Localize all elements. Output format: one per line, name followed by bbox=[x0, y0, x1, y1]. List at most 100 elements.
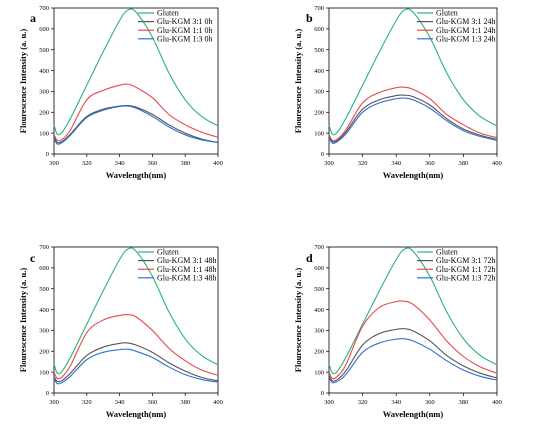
x-tick-label: 300 bbox=[324, 399, 334, 406]
legend-label: Gluten bbox=[157, 248, 179, 257]
y-tick-label: 0 bbox=[46, 151, 49, 158]
panel-letter: d bbox=[306, 251, 313, 265]
x-tick-label: 320 bbox=[82, 160, 92, 167]
y-tick-label: 400 bbox=[314, 307, 324, 314]
y-tick-label: 700 bbox=[314, 5, 324, 12]
chart-panel-d: d 0 100 200 300 400 500 600 700 300 320 340 360 380 40… bbox=[293, 244, 502, 419]
x-tick-label: 380 bbox=[459, 399, 469, 406]
legend-label: Glu-KGM 1:1 0h bbox=[157, 26, 213, 35]
y-tick-label: 100 bbox=[314, 369, 324, 376]
y-tick-label: 700 bbox=[39, 5, 49, 12]
y-tick-label: 400 bbox=[39, 68, 49, 75]
x-tick-label: 320 bbox=[82, 399, 92, 406]
x-tick-label: 300 bbox=[49, 399, 59, 406]
x-tick-label: 380 bbox=[180, 399, 190, 406]
legend-label: Glu-KGM 3:1 48h bbox=[157, 256, 217, 265]
y-axis-title: Flourescence Intensity (a. u.) bbox=[18, 29, 28, 134]
y-tick-label: 600 bbox=[314, 265, 324, 272]
plot-frame bbox=[53, 246, 219, 394]
x-tick-label: 300 bbox=[324, 160, 334, 167]
series-line-4 bbox=[53, 348, 219, 385]
y-tick-label: 400 bbox=[39, 307, 49, 314]
legend-label: Gluten bbox=[436, 9, 458, 18]
x-tick-label: 400 bbox=[492, 399, 502, 406]
x-tick-label: 400 bbox=[213, 160, 223, 167]
legend-label: Glu-KGM 1:1 72h bbox=[436, 265, 496, 274]
legend-label: Glu-KGM 1:3 24h bbox=[436, 34, 496, 43]
y-tick-label: 100 bbox=[39, 130, 49, 137]
panel-letter: a bbox=[30, 11, 36, 25]
x-tick-label: 380 bbox=[459, 160, 469, 167]
y-tick-label: 700 bbox=[39, 244, 49, 251]
series-line-3 bbox=[328, 86, 498, 142]
legend-label: Glu-KGM 1:1 48h bbox=[157, 265, 217, 274]
legend-label: Glu-KGM 1:3 0h bbox=[157, 34, 213, 43]
legend-label: Glu-KGM 1:3 72h bbox=[436, 273, 496, 282]
y-tick-label: 0 bbox=[46, 390, 49, 397]
y-tick-label: 600 bbox=[314, 26, 324, 33]
legend-label: Glu-KGM 1:1 24h bbox=[436, 26, 496, 35]
y-axis-title: Flourescence Intensity (a. u.) bbox=[293, 29, 303, 134]
y-tick-label: 300 bbox=[314, 89, 324, 96]
y-axis-title: Flourescence Intensity (a. u.) bbox=[293, 268, 303, 373]
y-tick-label: 300 bbox=[39, 328, 49, 335]
y-tick-label: 200 bbox=[39, 348, 49, 355]
x-axis-title: Wavelength(nm) bbox=[106, 170, 167, 180]
series-line-1 bbox=[328, 8, 498, 136]
chart-panel-c: c 0 100 200 300 400 500 600 700 300 320 340 360 380 40… bbox=[18, 244, 223, 419]
series-line-3 bbox=[53, 83, 219, 142]
legend-label: Glu-KGM 3:1 0h bbox=[157, 17, 213, 26]
x-tick-label: 340 bbox=[115, 160, 125, 167]
chart-panel-a: a 0 100 200 300 400 500 600 700 300 320 340 360 380 40… bbox=[18, 5, 223, 180]
x-tick-label: 300 bbox=[49, 160, 59, 167]
y-tick-label: 600 bbox=[39, 26, 49, 33]
series-line-1 bbox=[53, 8, 219, 136]
x-tick-label: 360 bbox=[148, 399, 158, 406]
x-tick-label: 340 bbox=[115, 399, 125, 406]
series-line-2 bbox=[328, 94, 498, 143]
series-line-3 bbox=[53, 314, 219, 380]
plot-frame bbox=[53, 7, 219, 155]
y-tick-label: 500 bbox=[39, 286, 49, 293]
y-axis-title: Flourescence Intensity (a. u.) bbox=[18, 268, 28, 373]
x-tick-label: 360 bbox=[148, 160, 158, 167]
panel-letter: b bbox=[306, 11, 313, 25]
panel-letter: c bbox=[30, 251, 36, 265]
series-line-1 bbox=[53, 247, 219, 375]
x-axis-title: Wavelength(nm) bbox=[383, 170, 444, 180]
y-tick-label: 600 bbox=[39, 265, 49, 272]
y-tick-label: 500 bbox=[314, 47, 324, 54]
y-tick-label: 300 bbox=[39, 89, 49, 96]
legend-label: Glu-KGM 3:1 24h bbox=[436, 17, 496, 26]
y-tick-label: 100 bbox=[314, 130, 324, 137]
series-line-4 bbox=[53, 105, 219, 145]
y-tick-label: 700 bbox=[314, 244, 324, 251]
x-tick-label: 320 bbox=[358, 160, 368, 167]
series-line-2 bbox=[328, 328, 498, 382]
y-tick-label: 300 bbox=[314, 328, 324, 335]
legend-label: Gluten bbox=[157, 9, 179, 18]
y-tick-label: 0 bbox=[321, 390, 324, 397]
legend-label: Glu-KGM 1:3 48h bbox=[157, 273, 217, 282]
y-tick-label: 200 bbox=[39, 109, 49, 116]
x-tick-label: 380 bbox=[180, 160, 190, 167]
series-line-1 bbox=[328, 247, 498, 375]
y-tick-label: 0 bbox=[321, 151, 324, 158]
legend-label: Gluten bbox=[436, 248, 458, 257]
x-tick-label: 340 bbox=[391, 399, 401, 406]
x-tick-label: 320 bbox=[358, 399, 368, 406]
x-tick-label: 340 bbox=[391, 160, 401, 167]
x-tick-label: 360 bbox=[425, 399, 435, 406]
y-tick-label: 100 bbox=[39, 369, 49, 376]
y-tick-label: 200 bbox=[314, 109, 324, 116]
x-axis-title: Wavelength(nm) bbox=[383, 409, 444, 419]
x-tick-label: 360 bbox=[425, 160, 435, 167]
series-line-4 bbox=[328, 338, 498, 384]
plot-frame bbox=[328, 246, 498, 394]
x-tick-label: 400 bbox=[492, 160, 502, 167]
y-tick-label: 400 bbox=[314, 68, 324, 75]
y-tick-label: 500 bbox=[39, 47, 49, 54]
legend-label: Glu-KGM 3:1 72h bbox=[436, 256, 496, 265]
series-line-4 bbox=[328, 97, 498, 144]
